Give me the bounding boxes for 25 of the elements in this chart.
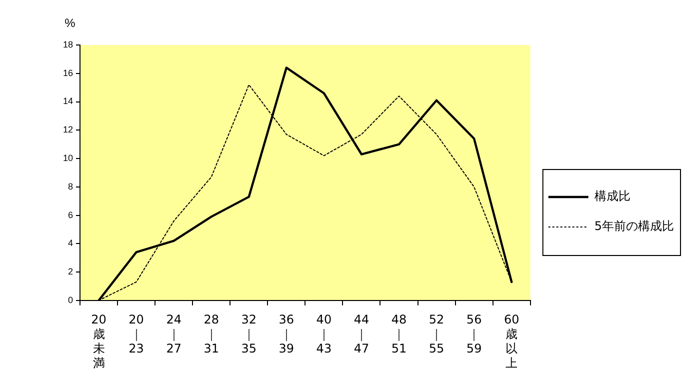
y-tick-label: 18: [62, 39, 74, 50]
x-tick-label: 48｜51: [391, 312, 407, 356]
x-tick-label: 20歳未満: [91, 312, 106, 370]
y-tick-label: 6: [68, 210, 74, 220]
x-tick-label: 24｜27: [166, 312, 182, 356]
y-tick-label: 0: [68, 294, 74, 305]
y-tick-label: 16: [62, 68, 74, 78]
x-tick-label: 60歳以上: [504, 312, 520, 370]
x-tick-label: 36｜39: [278, 312, 294, 356]
legend-label: 5年前の構成比: [594, 219, 674, 234]
x-tick-label: 20｜23: [128, 312, 144, 356]
x-tick-label: 52｜55: [428, 312, 444, 356]
y-tick-label: 2: [68, 266, 74, 277]
x-tick-label: 40｜43: [316, 312, 332, 356]
y-tick-label: 14: [62, 96, 74, 106]
y-tick-label: 4: [68, 238, 74, 248]
legend-label: 構成比: [594, 189, 630, 204]
y-axis-title: %: [64, 16, 76, 30]
y-tick-label: 12: [62, 124, 74, 135]
x-tick-label: 56｜59: [466, 312, 482, 356]
x-tick-label: 44｜47: [354, 312, 370, 356]
x-tick-label: 32｜35: [241, 312, 257, 356]
x-tick-label: 28｜31: [204, 312, 220, 356]
y-tick-label: 8: [68, 181, 74, 192]
y-tick-label: 10: [62, 152, 74, 163]
